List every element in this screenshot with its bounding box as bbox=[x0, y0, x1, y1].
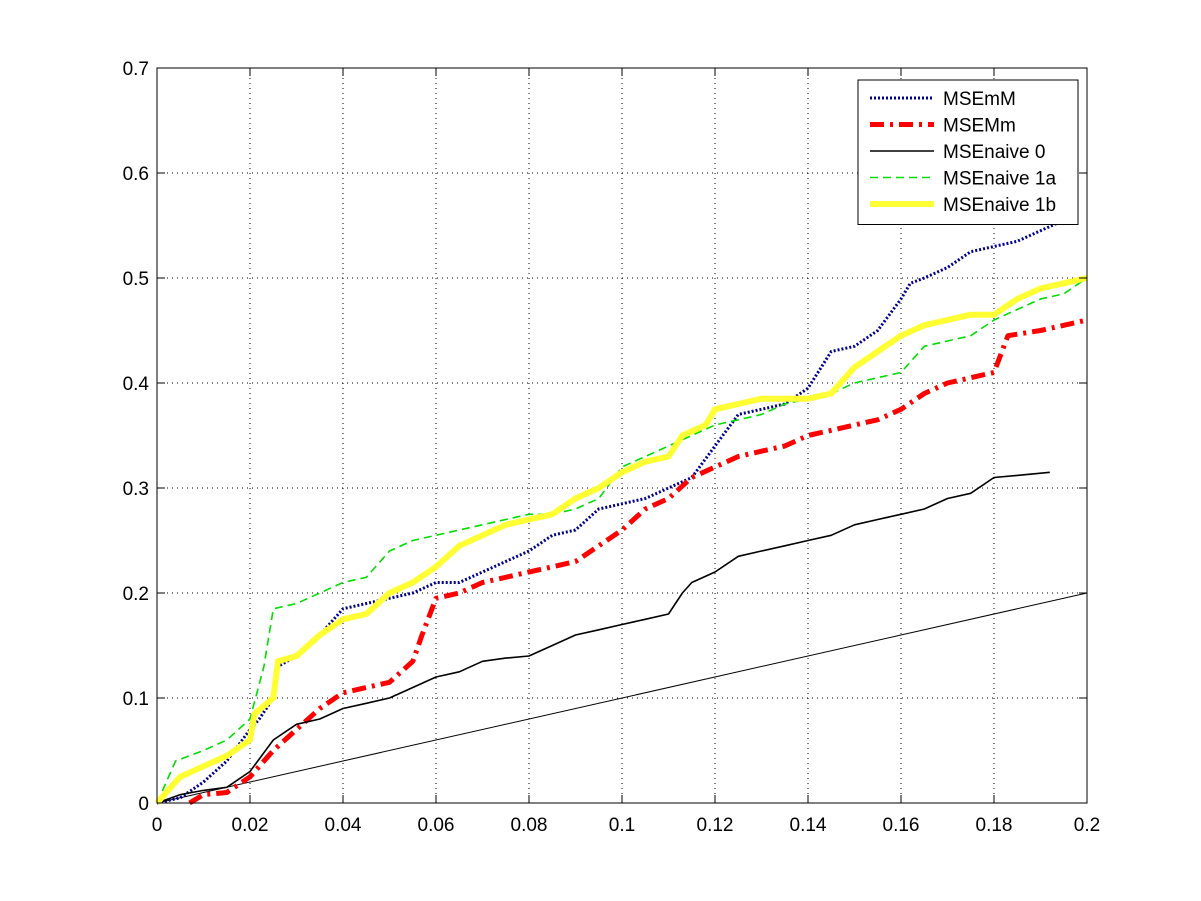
y-tick-label: 0.2 bbox=[123, 584, 149, 605]
legend-entry-label: MSEnaive 1b bbox=[943, 195, 1056, 216]
y-tick-label: 0.4 bbox=[123, 374, 150, 395]
legend-entry-label: MSEMm bbox=[943, 116, 1016, 137]
y-tick-label: 0 bbox=[138, 794, 149, 815]
y-tick-label: 0.7 bbox=[123, 59, 149, 80]
series-line-3 bbox=[156, 471, 1050, 804]
y-tick-label: 0.3 bbox=[123, 479, 149, 500]
legend-box bbox=[857, 79, 1079, 225]
series-line-5 bbox=[154, 275, 1088, 805]
series-line-2 bbox=[188, 317, 1088, 806]
reference-line bbox=[156, 592, 1088, 804]
legend-entry-label: MSEnaive 0 bbox=[943, 142, 1045, 163]
x-tick-label: 0.06 bbox=[418, 815, 455, 836]
legend-entry-label: MSEnaive 1a bbox=[943, 169, 1056, 190]
x-tick-label: 0.18 bbox=[976, 815, 1013, 836]
x-tick-label: 0.04 bbox=[325, 815, 362, 836]
legend-entry-label: MSEmM bbox=[943, 89, 1016, 110]
x-tick-label: 0.16 bbox=[883, 815, 920, 836]
x-tick-label: 0.12 bbox=[697, 815, 734, 836]
x-tick-label: 0.1 bbox=[609, 815, 635, 836]
x-tick-label: 0.2 bbox=[1074, 815, 1100, 836]
axis-ticks: 0 0.02 0.04 0.06 0.08 0.1 0.12 0.14 0.16 0.18 0.2 0… bbox=[123, 59, 1101, 836]
y-tick-label: 0.6 bbox=[123, 164, 149, 185]
x-tick-label: 0 bbox=[152, 815, 163, 836]
x-tick-label: 0.08 bbox=[511, 815, 548, 836]
x-tick-label: 0.02 bbox=[232, 815, 269, 836]
series-lines bbox=[154, 218, 1088, 806]
y-tick-label: 0.1 bbox=[123, 689, 149, 710]
legend: MSEmM MSEMm MSEnaive 0 MSEnaive 1a MSEnaive … bbox=[857, 79, 1079, 225]
y-tick-label: 0.5 bbox=[123, 269, 149, 290]
x-tick-label: 0.14 bbox=[790, 815, 827, 836]
